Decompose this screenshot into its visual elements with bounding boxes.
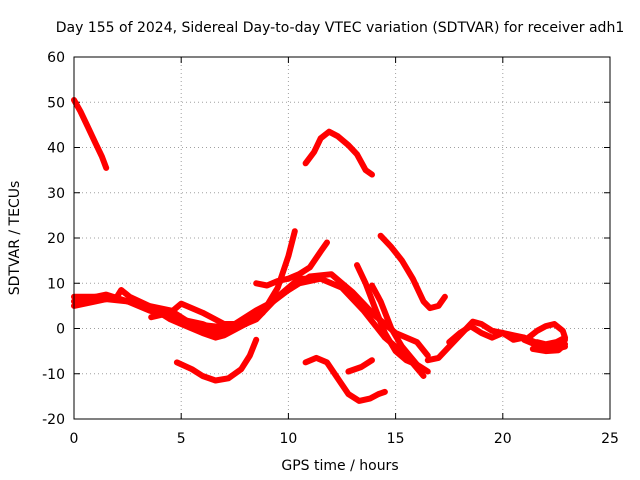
- axis-ticks: -20 -10 0 10 20 30 40 50 60 0 5 10 15 20 25: [42, 50, 619, 447]
- plot-frame: [73, 56, 611, 420]
- x-tick-label: 25: [601, 431, 619, 447]
- series-s8: [173, 336, 260, 384]
- y-tick-label: 50: [47, 95, 65, 111]
- series-s12: [354, 262, 420, 368]
- series-s9: [302, 128, 375, 178]
- y-tick-label: -10: [42, 367, 65, 383]
- series-s13: [369, 282, 431, 375]
- grid: [74, 57, 610, 419]
- data-series: [71, 97, 568, 404]
- series-s5: [81, 275, 318, 332]
- x-tick-label: 15: [387, 431, 405, 447]
- series-s16: [446, 323, 528, 346]
- x-axis-label: GPS time / hours: [281, 458, 398, 474]
- x-tick-label: 20: [494, 431, 512, 447]
- y-tick-label: 10: [47, 276, 65, 292]
- series-s6: [148, 300, 260, 327]
- y-tick-label: 40: [47, 141, 65, 157]
- x-tick-label: 0: [70, 431, 79, 447]
- y-tick-label: -20: [42, 412, 65, 428]
- y-tick-label: 30: [47, 186, 65, 202]
- y-tick-label: 60: [47, 50, 65, 66]
- x-tick-label: 5: [177, 431, 186, 447]
- series-s19: [529, 341, 568, 355]
- y-tick-label: 20: [47, 231, 65, 247]
- series-s10: [302, 354, 388, 404]
- x-tick-label: 10: [279, 431, 297, 447]
- chart-title: Day 155 of 2024, Sidereal Day-to-day VTE…: [56, 20, 624, 36]
- y-tick-label: 0: [56, 322, 65, 338]
- y-axis-label: SDTVAR / TECUs: [7, 181, 23, 296]
- series-s14: [377, 232, 448, 312]
- series-s18: [521, 336, 568, 350]
- series-s1: [71, 97, 110, 171]
- series-s11: [345, 357, 375, 375]
- series-s7: [253, 239, 330, 289]
